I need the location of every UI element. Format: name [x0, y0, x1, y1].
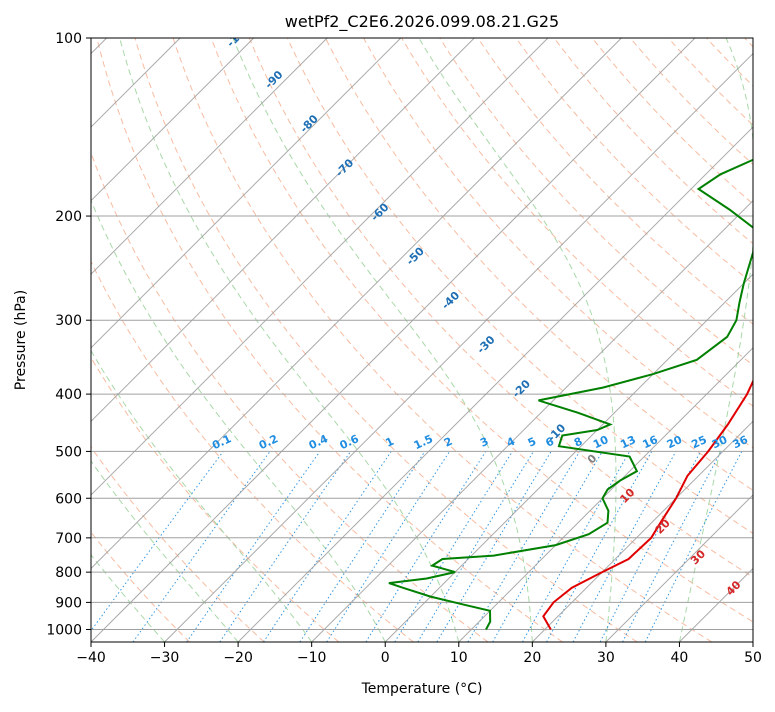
y-tick-label: 100 — [55, 31, 82, 47]
x-axis-label: Temperature (°C) — [361, 681, 483, 697]
y-tick-label: 500 — [55, 444, 82, 460]
x-tick-label: 30 — [597, 650, 615, 666]
x-tick-label: 0 — [381, 650, 390, 666]
y-tick-label: 700 — [55, 531, 82, 547]
y-axis-label: Pressure (hPa) — [13, 290, 29, 390]
x-tick-label: 20 — [523, 650, 541, 666]
x-tick-label: −10 — [297, 650, 327, 666]
x-tick-label: −40 — [76, 650, 106, 666]
y-tick-label: 800 — [55, 565, 82, 581]
y-tick-label: 300 — [55, 313, 82, 329]
y-tick-label: 400 — [55, 387, 82, 403]
y-tick-label: 200 — [55, 209, 82, 225]
y-tick-label: 1000 — [46, 622, 82, 638]
chart-title: wetPf2_C2E6.2026.099.08.21.G25 — [285, 12, 559, 32]
x-tick-label: 50 — [744, 650, 762, 666]
x-tick-label: 10 — [450, 650, 468, 666]
x-tick-label: −20 — [223, 650, 253, 666]
x-tick-label: 40 — [671, 650, 689, 666]
x-tick-label: −30 — [150, 650, 180, 666]
y-tick-label: 600 — [55, 491, 82, 507]
y-tick-label: 900 — [55, 595, 82, 611]
